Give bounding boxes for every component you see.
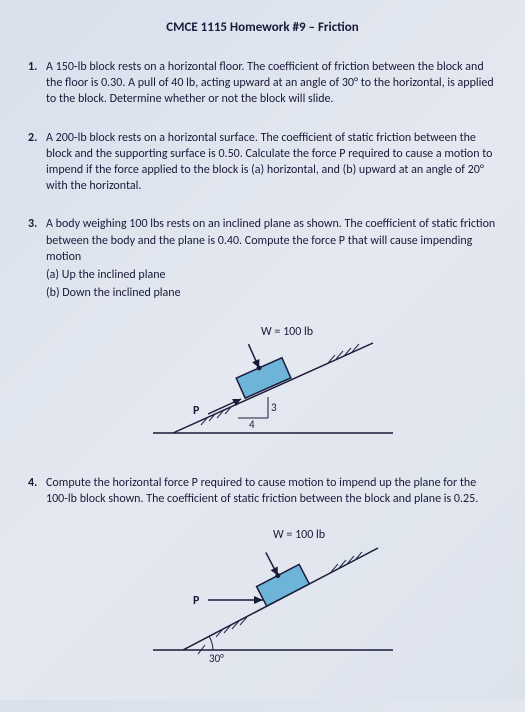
problem-2: 2. A 200-lb block rests on a horizontal … [28, 130, 497, 195]
problem-number: 1. [28, 59, 46, 108]
page-title: CMCE 1115 Homework #9 – Friction [28, 20, 497, 35]
problem-sub-b: (b) Down the inclined plane [46, 285, 497, 301]
p-label: P [193, 404, 200, 418]
diagram-4: W = 100 lb P 30° [28, 520, 497, 670]
p-label: P [193, 594, 200, 608]
problem-text: A body weighing 100 lbs rests on an incl… [46, 216, 497, 265]
weight-label: W = 100 lb [261, 325, 313, 339]
problem-text: Compute the horizontal force P required … [46, 475, 497, 507]
angle-label: 30° [209, 652, 224, 665]
problem-4: 4. Compute the horizontal force P requir… [28, 475, 497, 669]
problem-number: 3. [28, 216, 46, 265]
problem-3: 3. A body weighing 100 lbs rests on an i… [28, 216, 497, 453]
problem-text: A 150-lb block rests on a horizontal flo… [46, 59, 497, 108]
problem-number: 2. [28, 130, 46, 195]
problem-sub-a: (a) Up the inclined plane [46, 267, 497, 283]
run-label: 4 [249, 418, 255, 431]
problem-number: 4. [28, 475, 46, 507]
rise-label: 3 [271, 401, 277, 414]
diagram-3: W = 100 lb P 4 3 [28, 313, 497, 453]
problem-1: 1. A 150-lb block rests on a horizontal … [28, 59, 497, 108]
problem-text: A 200-lb block rests on a horizontal sur… [46, 130, 497, 195]
weight-label: W = 100 lb [273, 528, 325, 542]
